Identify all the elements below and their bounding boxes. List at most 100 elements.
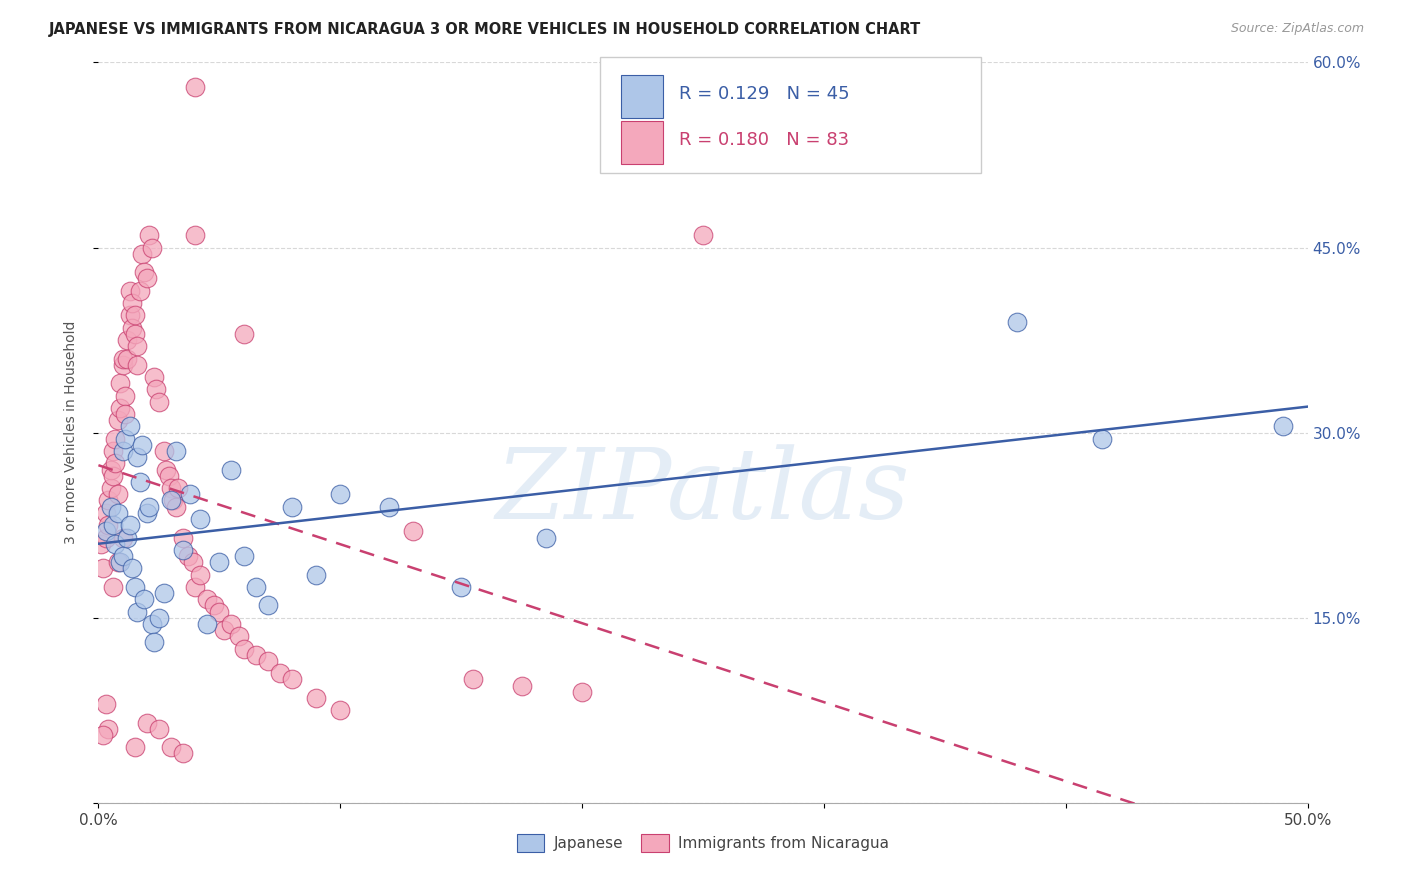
Point <box>108 555 131 569</box>
Point <box>121 561 143 575</box>
Point <box>232 326 254 341</box>
Point <box>143 635 166 649</box>
Point <box>101 444 124 458</box>
Point <box>179 487 201 501</box>
Point <box>152 444 174 458</box>
Point <box>108 376 131 391</box>
Point <box>155 462 177 476</box>
Point <box>177 549 200 563</box>
Point <box>107 487 129 501</box>
Point <box>131 438 153 452</box>
Point <box>111 358 134 372</box>
Point <box>450 580 472 594</box>
Point <box>100 500 122 514</box>
Point <box>510 679 533 693</box>
Text: JAPANESE VS IMMIGRANTS FROM NICARAGUA 3 OR MORE VEHICLES IN HOUSEHOLD CORRELATIO: JAPANESE VS IMMIGRANTS FROM NICARAGUA 3 … <box>49 22 921 37</box>
Point <box>134 592 156 607</box>
Point <box>184 228 207 243</box>
Point <box>127 605 149 619</box>
Point <box>245 580 267 594</box>
Point <box>1007 314 1029 328</box>
Text: R = 0.129   N = 45: R = 0.129 N = 45 <box>679 86 849 103</box>
Point <box>111 549 134 563</box>
Point <box>104 536 127 550</box>
Point <box>138 500 160 514</box>
Point <box>100 462 122 476</box>
Point <box>281 673 304 687</box>
Point <box>145 383 167 397</box>
Point <box>165 444 187 458</box>
Point <box>118 518 141 533</box>
Point <box>118 284 141 298</box>
Point <box>208 605 231 619</box>
Point <box>94 506 117 520</box>
Point <box>114 407 136 421</box>
Point <box>172 747 194 761</box>
Point <box>329 487 352 501</box>
Point <box>160 493 183 508</box>
Point <box>256 599 278 613</box>
Text: ZIPatlas: ZIPatlas <box>496 444 910 540</box>
Bar <box>621 121 664 164</box>
Point <box>269 666 291 681</box>
Point <box>305 690 328 705</box>
Point <box>256 654 278 668</box>
Point <box>148 610 170 624</box>
Point <box>101 468 124 483</box>
Point <box>188 512 211 526</box>
Point <box>135 715 157 730</box>
Point <box>148 394 170 409</box>
Point <box>91 561 114 575</box>
Point <box>124 580 146 594</box>
Point <box>94 524 117 539</box>
Point <box>111 351 134 366</box>
Point <box>463 673 485 687</box>
Point <box>97 518 120 533</box>
Point <box>107 506 129 520</box>
Point <box>117 351 139 366</box>
Point <box>94 531 117 545</box>
Point <box>534 531 557 545</box>
Bar <box>621 75 664 118</box>
Point <box>90 536 112 550</box>
Point <box>114 432 136 446</box>
Point <box>135 506 157 520</box>
Point <box>107 413 129 427</box>
Point <box>221 616 243 631</box>
Point <box>232 549 254 563</box>
Point <box>104 457 127 471</box>
Point <box>117 531 139 545</box>
Point <box>118 419 141 434</box>
Point <box>232 641 254 656</box>
Point <box>124 309 146 323</box>
Point <box>245 648 267 662</box>
Point <box>143 370 166 384</box>
Point <box>127 339 149 353</box>
Point <box>135 271 157 285</box>
Point <box>101 518 124 533</box>
Point <box>172 542 194 557</box>
Point <box>204 599 226 613</box>
Point <box>111 531 134 545</box>
Point <box>114 388 136 402</box>
Point <box>221 462 243 476</box>
Point <box>101 580 124 594</box>
Point <box>111 444 134 458</box>
Point <box>162 493 184 508</box>
Point <box>305 567 328 582</box>
Point <box>212 623 235 637</box>
Point <box>208 555 231 569</box>
Point <box>281 500 304 514</box>
Point <box>195 616 218 631</box>
Point <box>138 228 160 243</box>
Point <box>402 524 425 539</box>
Point <box>117 333 139 347</box>
Legend: Japanese, Immigrants from Nicaragua: Japanese, Immigrants from Nicaragua <box>510 829 896 858</box>
Point <box>692 228 714 243</box>
Point <box>377 500 399 514</box>
Point <box>121 296 143 310</box>
Point <box>148 722 170 736</box>
Point <box>184 580 207 594</box>
Point <box>124 740 146 755</box>
Point <box>141 616 163 631</box>
